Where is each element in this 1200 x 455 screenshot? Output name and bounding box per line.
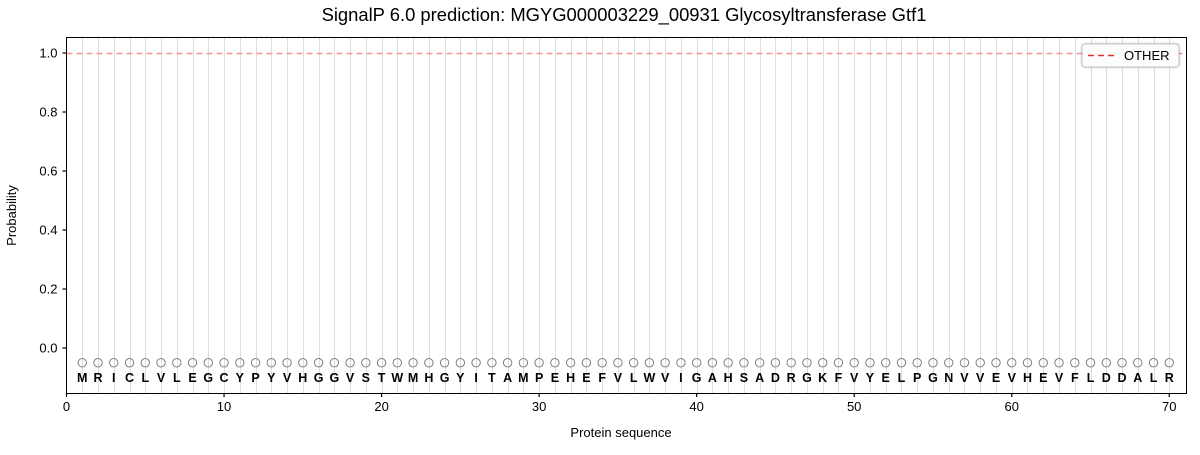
svg-text:E: E [1039, 371, 1047, 385]
svg-text:L: L [1150, 371, 1158, 385]
svg-text:L: L [898, 371, 906, 385]
svg-text:V: V [157, 371, 166, 385]
svg-text:A: A [1133, 371, 1142, 385]
svg-text:L: L [173, 371, 181, 385]
svg-text:R: R [93, 371, 102, 385]
svg-text:Y: Y [267, 371, 276, 385]
svg-text:E: E [551, 371, 559, 385]
svg-text:T: T [378, 371, 386, 385]
svg-text:H: H [566, 371, 575, 385]
svg-text:V: V [1008, 371, 1017, 385]
svg-text:30: 30 [532, 399, 546, 414]
svg-text:L: L [1087, 371, 1095, 385]
svg-text:G: G [203, 371, 213, 385]
svg-text:C: C [125, 371, 134, 385]
svg-text:V: V [346, 371, 355, 385]
svg-text:I: I [474, 371, 477, 385]
svg-text:F: F [1071, 371, 1079, 385]
svg-text:G: G [802, 371, 812, 385]
svg-text:V: V [976, 371, 985, 385]
svg-text:Y: Y [866, 371, 875, 385]
svg-text:P: P [251, 371, 259, 385]
svg-text:G: G [928, 371, 938, 385]
svg-text:E: E [882, 371, 890, 385]
svg-text:K: K [818, 371, 827, 385]
svg-text:N: N [944, 371, 953, 385]
svg-text:W: W [391, 371, 403, 385]
svg-text:0.6: 0.6 [39, 164, 57, 179]
svg-text:G: G [692, 371, 702, 385]
svg-text:Y: Y [456, 371, 465, 385]
svg-text:Probability: Probability [4, 185, 19, 246]
svg-text:G: G [314, 371, 324, 385]
svg-text:0.8: 0.8 [39, 105, 57, 120]
svg-text:20: 20 [374, 399, 388, 414]
svg-text:V: V [850, 371, 859, 385]
svg-text:H: H [724, 371, 733, 385]
svg-text:M: M [77, 371, 87, 385]
svg-text:S: S [740, 371, 748, 385]
svg-text:I: I [679, 371, 682, 385]
svg-text:E: E [582, 371, 590, 385]
svg-text:R: R [787, 371, 796, 385]
svg-text:Protein sequence: Protein sequence [570, 425, 671, 440]
svg-text:60: 60 [1005, 399, 1019, 414]
svg-text:10: 10 [217, 399, 231, 414]
svg-text:70: 70 [1162, 399, 1176, 414]
svg-text:M: M [408, 371, 418, 385]
svg-text:S: S [362, 371, 370, 385]
svg-text:C: C [220, 371, 229, 385]
svg-text:40: 40 [689, 399, 703, 414]
svg-text:A: A [708, 371, 717, 385]
svg-text:H: H [1023, 371, 1032, 385]
svg-text:0.4: 0.4 [39, 223, 57, 238]
svg-text:Y: Y [236, 371, 245, 385]
svg-text:A: A [755, 371, 764, 385]
svg-text:V: V [960, 371, 969, 385]
svg-text:F: F [598, 371, 606, 385]
svg-text:H: H [424, 371, 433, 385]
svg-text:V: V [661, 371, 670, 385]
svg-text:0.2: 0.2 [39, 282, 57, 297]
svg-text:T: T [488, 371, 496, 385]
svg-text:OTHER: OTHER [1124, 48, 1170, 63]
svg-text:SignalP 6.0 prediction: MGYG00: SignalP 6.0 prediction: MGYG000003229_00… [322, 4, 927, 26]
svg-text:L: L [630, 371, 638, 385]
svg-text:L: L [141, 371, 149, 385]
svg-text:0.0: 0.0 [39, 341, 57, 356]
svg-text:V: V [1055, 371, 1064, 385]
svg-text:P: P [535, 371, 543, 385]
svg-text:D: D [1102, 371, 1111, 385]
svg-text:I: I [112, 371, 115, 385]
svg-text:P: P [913, 371, 921, 385]
svg-text:A: A [503, 371, 512, 385]
svg-text:50: 50 [847, 399, 861, 414]
svg-text:V: V [614, 371, 623, 385]
svg-text:V: V [283, 371, 292, 385]
svg-text:H: H [298, 371, 307, 385]
svg-text:G: G [329, 371, 339, 385]
svg-text:R: R [1165, 371, 1174, 385]
svg-text:W: W [643, 371, 655, 385]
svg-text:F: F [835, 371, 843, 385]
svg-text:G: G [440, 371, 450, 385]
svg-text:M: M [518, 371, 528, 385]
svg-text:D: D [1118, 371, 1127, 385]
svg-text:D: D [771, 371, 780, 385]
svg-text:1.0: 1.0 [39, 46, 57, 61]
svg-text:E: E [992, 371, 1000, 385]
svg-text:E: E [188, 371, 196, 385]
svg-text:0: 0 [63, 399, 70, 414]
